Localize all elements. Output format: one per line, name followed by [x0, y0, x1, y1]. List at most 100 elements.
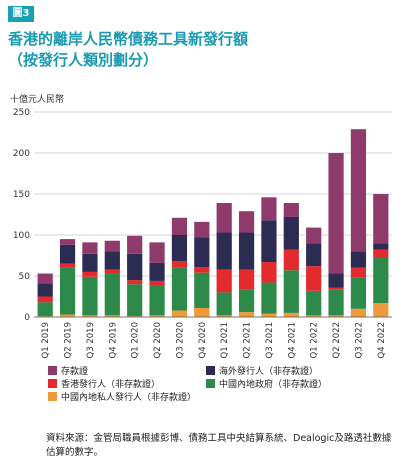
bar-segment-hk — [373, 249, 389, 258]
bar-segment-mainland-gov — [149, 285, 165, 316]
bar-segment-offshore — [149, 262, 165, 281]
x-tick-label: Q1 2020 — [131, 322, 141, 358]
bar-segment-mainland-private — [306, 315, 322, 317]
bar-segment-hk — [238, 269, 255, 290]
bar-segment-hk — [283, 249, 299, 271]
bar-segment-hk — [261, 262, 277, 283]
legend-label-offshore: 海外發行人（非存款證） — [219, 367, 319, 377]
x-tick-label: Q3 2020 — [175, 322, 185, 358]
bar-segment-mainland-gov — [373, 257, 389, 304]
bar-segment-cd — [306, 227, 322, 244]
figure-label: 圖3 — [8, 6, 34, 22]
bar-segment-mainland-private — [216, 315, 232, 317]
bar-segment-offshore — [216, 232, 232, 270]
bar-segment-cd — [238, 211, 255, 233]
bar-segment-offshore — [82, 253, 98, 272]
bar-segment-mainland-private — [149, 315, 165, 317]
bar-segment-mainland-gov — [328, 289, 344, 316]
chart-title: 香港的離岸人民幣債務工具新發行額 — [8, 30, 249, 48]
legend-item-offshore: 海外發行人（非存款證） — [206, 364, 318, 377]
bar-segment-mainland-private — [238, 312, 255, 317]
legend-label-mainland-gov: 中國內地政府（非存款證） — [219, 380, 328, 390]
bar-segment-mainland-private — [283, 312, 299, 317]
bar-segment-offshore — [59, 244, 76, 264]
bars — [37, 129, 389, 317]
x-tick-label: Q2 2020 — [153, 322, 163, 358]
bar-segment-hk — [149, 280, 165, 286]
bar-segment-mainland-gov — [82, 276, 98, 316]
bar-segment-mainland-gov — [194, 272, 210, 308]
x-tick-label: Q3 2021 — [265, 322, 275, 358]
x-tick-label: Q3 2019 — [86, 322, 96, 358]
legend-item-mainland-private: 中國內地私人發行人（非存款證） — [48, 390, 196, 403]
bar-segment-hk — [127, 280, 143, 285]
x-tick-label: Q4 2022 — [377, 322, 387, 358]
x-tick-label: Q1 2019 — [41, 322, 51, 358]
x-tick-label: Q4 2019 — [108, 322, 118, 358]
bar-segment-mainland-private — [261, 313, 277, 317]
bar-segment-cd — [104, 240, 120, 252]
bar-segment-mainland-gov — [216, 292, 232, 316]
y-tick-label: 0 — [24, 313, 30, 323]
axes: 0 50 100 150 200 250 Q1 2019 Q2 2019 Q3 2019 Q4 2… — [13, 108, 392, 358]
bar-segment-hk — [37, 296, 53, 303]
bar-segment-mainland-private — [328, 315, 344, 317]
bar-segment-hk — [350, 267, 367, 278]
bar-segment-cd — [373, 194, 389, 244]
bar-segment-hk — [82, 271, 98, 277]
bar-segment-hk — [328, 287, 344, 290]
bar-segment-offshore — [350, 251, 367, 268]
legend-label-hk: 香港發行人（非存款證） — [61, 380, 161, 390]
bar-segment-mainland-gov — [283, 270, 299, 313]
legend-item-hk: 香港發行人（非存款證） — [48, 377, 160, 390]
chart-subtitle: （按發行人類別劃分） — [8, 51, 159, 69]
bar-segment-cd — [216, 203, 232, 233]
y-tick-label: 150 — [13, 190, 30, 200]
legend-swatch-offshore — [206, 366, 215, 375]
bar-segment-cd — [350, 129, 367, 252]
y-tick-label: 200 — [13, 149, 30, 159]
legend-swatch-hk — [48, 379, 57, 388]
bar-segment-hk — [59, 263, 76, 268]
bar-segment-mainland-gov — [59, 267, 76, 315]
x-tick-label: Q2 2022 — [332, 322, 342, 358]
bar-segment-mainland-gov — [37, 302, 53, 317]
y-axis-unit: 十億元人民幣 — [10, 95, 65, 105]
y-tick-label: 250 — [13, 108, 30, 118]
bar-segment-offshore — [373, 243, 389, 250]
bar-segment-offshore — [328, 273, 344, 288]
bar-segment-offshore — [283, 216, 299, 250]
bar-segment-cd — [171, 217, 188, 235]
bar-segment-mainland-private — [171, 310, 188, 317]
bar-segment-mainland-private — [104, 315, 120, 317]
bar-segment-mainland-gov — [127, 284, 143, 317]
x-tick-label: Q4 2021 — [287, 322, 297, 358]
bar-segment-cd — [149, 242, 165, 263]
bar-segment-offshore — [171, 235, 188, 262]
bar-segment-mainland-gov — [104, 273, 120, 316]
bar-segment-mainland-private — [82, 315, 98, 317]
source-note: 資料來源：金管局職員根據彭博、債務工具中央結算系統、Dealogic及路透社數據… — [46, 433, 392, 458]
x-tick-label: Q1 2022 — [310, 322, 320, 358]
bar-segment-hk — [306, 266, 322, 291]
legend-item-cd: 存款證 — [48, 364, 88, 377]
bar-segment-offshore — [261, 220, 277, 263]
legend-label-mainland-private: 中國內地私人發行人（非存款證） — [61, 393, 197, 403]
bar-segment-mainland-private — [194, 307, 210, 317]
bar-segment-offshore — [37, 283, 53, 297]
x-tick-label: Q4 2020 — [198, 322, 208, 358]
bar-segment-cd — [194, 221, 210, 238]
x-tick-label: Q2 2021 — [243, 322, 253, 358]
bar-segment-mainland-private — [59, 314, 76, 317]
bar-segment-mainland-gov — [171, 267, 188, 311]
bar-segment-offshore — [127, 253, 143, 281]
bar-segment-mainland-gov — [261, 282, 277, 314]
x-tick-label: Q2 2019 — [64, 322, 74, 358]
bar-segment-hk — [104, 269, 120, 274]
bar-segment-offshore — [306, 243, 322, 267]
bar-segment-mainland-private — [37, 316, 53, 317]
legend-label-cd: 存款證 — [61, 367, 89, 377]
legend-item-mainland-gov: 中國內地政府（非存款證） — [206, 377, 327, 390]
bar-segment-cd — [328, 153, 344, 274]
